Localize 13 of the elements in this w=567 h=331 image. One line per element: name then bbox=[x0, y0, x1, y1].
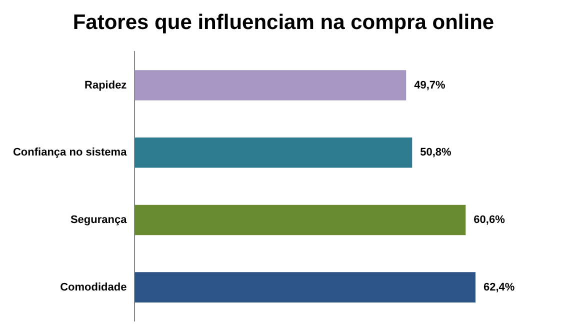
data-label: 49,7% bbox=[414, 79, 446, 92]
y-tick-label: Segurança bbox=[70, 214, 128, 226]
chart-title: Fatores que influenciam na compra online bbox=[72, 10, 496, 36]
data-label: 62,4% bbox=[483, 281, 515, 294]
data-label: 50,8% bbox=[420, 146, 452, 159]
y-tick-label: Confiança no sistema bbox=[12, 146, 128, 159]
data-label: 60,6% bbox=[474, 214, 506, 226]
bar bbox=[134, 272, 476, 302]
bar bbox=[134, 70, 406, 100]
bar bbox=[134, 204, 466, 236]
bar bbox=[134, 137, 412, 168]
y-tick-label: Comodidade bbox=[60, 281, 127, 294]
y-tick-label: Rapidez bbox=[84, 79, 128, 92]
